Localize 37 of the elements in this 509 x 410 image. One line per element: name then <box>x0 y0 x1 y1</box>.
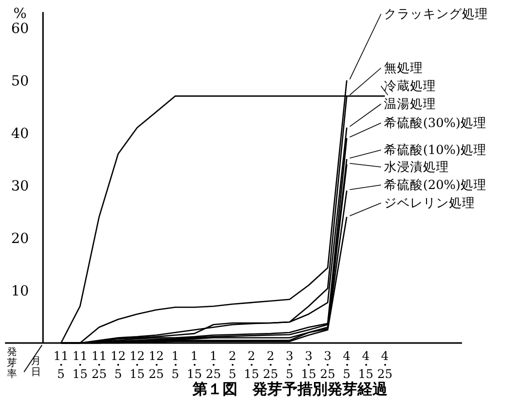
x-tick-label: 11・25 <box>91 349 107 381</box>
x-tick-label: 3・25 <box>320 349 336 381</box>
x-tick-label: 3・5 <box>284 349 296 381</box>
legend-label: 水浸漬処理 <box>384 159 449 174</box>
y-tick-label: 60 <box>11 20 29 37</box>
text: 温湯処理 <box>384 96 436 111</box>
x-tick-label: 11・5 <box>53 349 69 381</box>
legend-label: 冷蔵処理 <box>384 78 436 93</box>
x-tick-label: 1・5 <box>169 349 182 381</box>
legend-label: 希硫酸(30%)処理 <box>384 115 487 130</box>
x-axis-title: 月日 <box>31 356 41 378</box>
x-tick-label: 12・25 <box>148 349 164 381</box>
text: クラッキング処理 <box>384 6 488 21</box>
legend-label: 希硫酸(10%)処理 <box>384 142 487 157</box>
text: 発芽率 <box>7 347 17 380</box>
x-tick-label: 11・15 <box>72 349 88 381</box>
x-tick-label: 1・25 <box>206 349 222 381</box>
x-tick-label: 12・15 <box>130 349 145 381</box>
x-tick-label: 2・5 <box>226 349 238 381</box>
x-tick-label: 4・25 <box>377 349 392 381</box>
x-tick-label: 4・5 <box>340 349 353 381</box>
x-tick-label: 1・15 <box>186 349 202 381</box>
x-tick-label: 4・15 <box>358 349 374 381</box>
y-tick-label: 20 <box>11 230 29 247</box>
x-tick-label: 2・15 <box>244 349 260 381</box>
text: 第１図 発芽予措別発芽経過 <box>192 380 388 398</box>
y-tick-label: 40 <box>11 126 29 142</box>
x-tick-label: 2・25 <box>262 349 278 381</box>
y-tick-label: 50 <box>11 73 29 90</box>
y-tick-label: 10 <box>11 283 29 300</box>
legend-label: ジベレリン処理 <box>384 195 475 210</box>
legend-label: 希硫酸(20%)処理 <box>384 177 487 192</box>
x-tick-label: 12・5 <box>110 349 126 381</box>
y-axis-title: % <box>13 6 27 22</box>
x-tick-label: 3・15 <box>301 349 316 381</box>
y-tick-label: 30 <box>11 178 29 194</box>
text: 無処理 <box>384 60 423 75</box>
